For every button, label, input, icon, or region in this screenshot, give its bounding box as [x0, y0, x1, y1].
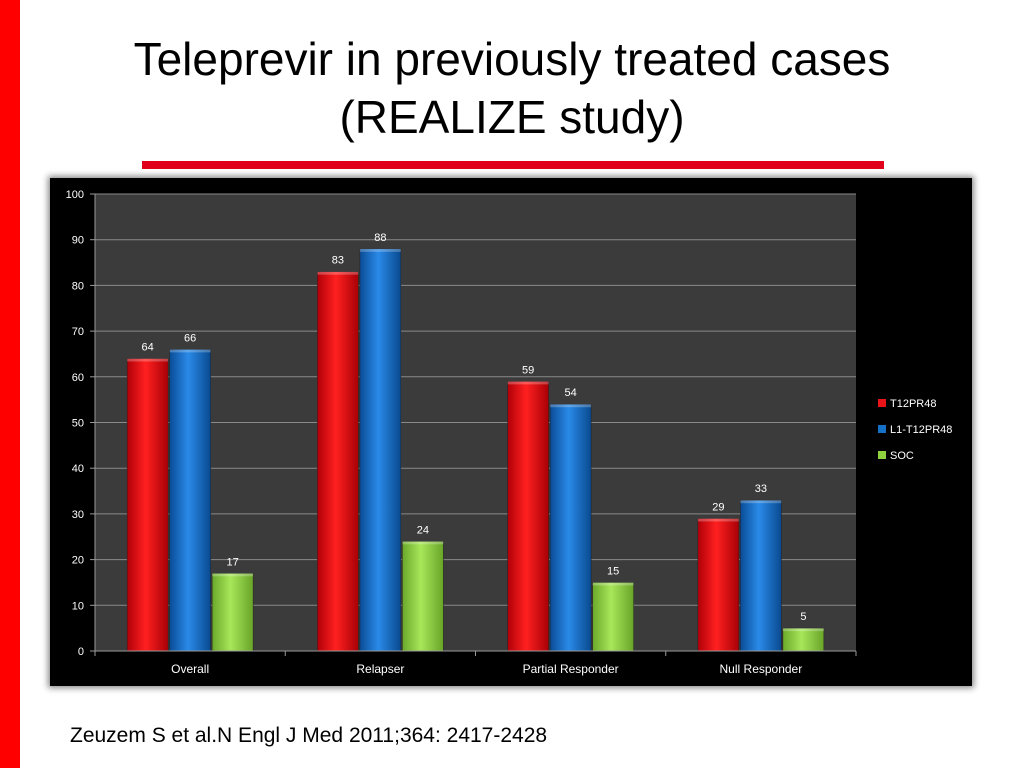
bar-highlight — [782, 628, 824, 632]
data-label: 5 — [800, 611, 806, 623]
data-label: 64 — [142, 342, 154, 354]
y-tick-label: 70 — [72, 326, 84, 338]
bar-soc-overall — [211, 573, 254, 652]
data-label: 15 — [607, 565, 619, 577]
title-line-1: Teleprevir in previously treated cases — [133, 33, 891, 85]
legend-label: SOC — [890, 450, 914, 462]
bar-chart: 64 66 17 83 88 24 59 54 15 29 33 5 0 10 20 30 40 50 60 70 8… — [66, 189, 953, 676]
bar-highlight — [212, 573, 254, 577]
bar-highlight — [402, 541, 444, 545]
y-tick-label: 90 — [72, 235, 84, 247]
data-label: 54 — [565, 387, 577, 399]
accent-side-bar — [0, 0, 20, 768]
x-tick-label: Overall — [171, 662, 209, 676]
x-tick-label: Null Responder — [720, 662, 803, 676]
y-tick-label: 20 — [72, 555, 84, 567]
y-tick-label: 60 — [72, 372, 84, 384]
x-tick-label: Partial Responder — [523, 662, 619, 676]
legend-label: L1-T12PR48 — [890, 424, 952, 436]
legend-swatch — [878, 425, 886, 433]
bar-highlight — [169, 349, 211, 353]
y-tick-label: 0 — [78, 646, 84, 658]
bar-soc-relapser — [402, 541, 444, 652]
chart-panel: 64 66 17 83 88 24 59 54 15 29 33 5 0 10 20 30 40 50 60 70 8… — [50, 178, 972, 686]
bar-l1-t12pr48-overall — [169, 349, 211, 652]
legend-swatch — [878, 399, 886, 407]
data-label: 88 — [374, 232, 386, 244]
bar-highlight — [697, 518, 739, 522]
title-underline — [142, 161, 884, 169]
data-label: 66 — [184, 332, 196, 344]
y-tick-label: 100 — [66, 189, 84, 201]
data-label: 59 — [522, 364, 534, 376]
bar-t12pr48-null-responder — [697, 518, 740, 652]
bar-t12pr48-overall — [126, 358, 169, 652]
legend-swatch — [878, 451, 886, 459]
bar-highlight — [127, 358, 169, 362]
bar-highlight — [550, 404, 592, 408]
bar-highlight — [740, 500, 782, 504]
bar-t12pr48-partial-responder — [507, 381, 549, 652]
bar-t12pr48-relapser — [317, 271, 359, 652]
y-tick-label: 80 — [72, 280, 84, 292]
bar-highlight — [359, 248, 401, 252]
y-tick-label: 30 — [72, 509, 84, 521]
bar-soc-partial-responder — [592, 582, 634, 652]
data-label: 17 — [227, 556, 239, 568]
y-tick-label: 50 — [72, 418, 84, 430]
slide-title: Teleprevir in previously treated cases (… — [40, 30, 984, 146]
bar-l1-t12pr48-partial-responder — [549, 403, 592, 652]
title-line-2: (REALIZE study) — [339, 91, 685, 143]
bar-l1-t12pr48-null-responder — [740, 499, 782, 652]
bar-soc-null-responder — [782, 627, 825, 652]
data-label: 33 — [755, 483, 767, 495]
legend-label: T12PR48 — [890, 398, 936, 410]
bar-l1-t12pr48-relapser — [359, 248, 402, 652]
bar-highlight — [592, 582, 634, 586]
y-tick-label: 10 — [72, 600, 84, 612]
y-tick-label: 40 — [72, 463, 84, 475]
bar-highlight — [507, 381, 549, 385]
data-label: 29 — [712, 501, 724, 513]
data-label: 24 — [417, 524, 429, 536]
x-tick-label: Relapser — [356, 662, 404, 676]
bar-highlight — [317, 271, 359, 275]
citation: Zeuzem S et al.N Engl J Med 2011;364: 24… — [70, 724, 548, 747]
data-label: 83 — [332, 255, 344, 267]
